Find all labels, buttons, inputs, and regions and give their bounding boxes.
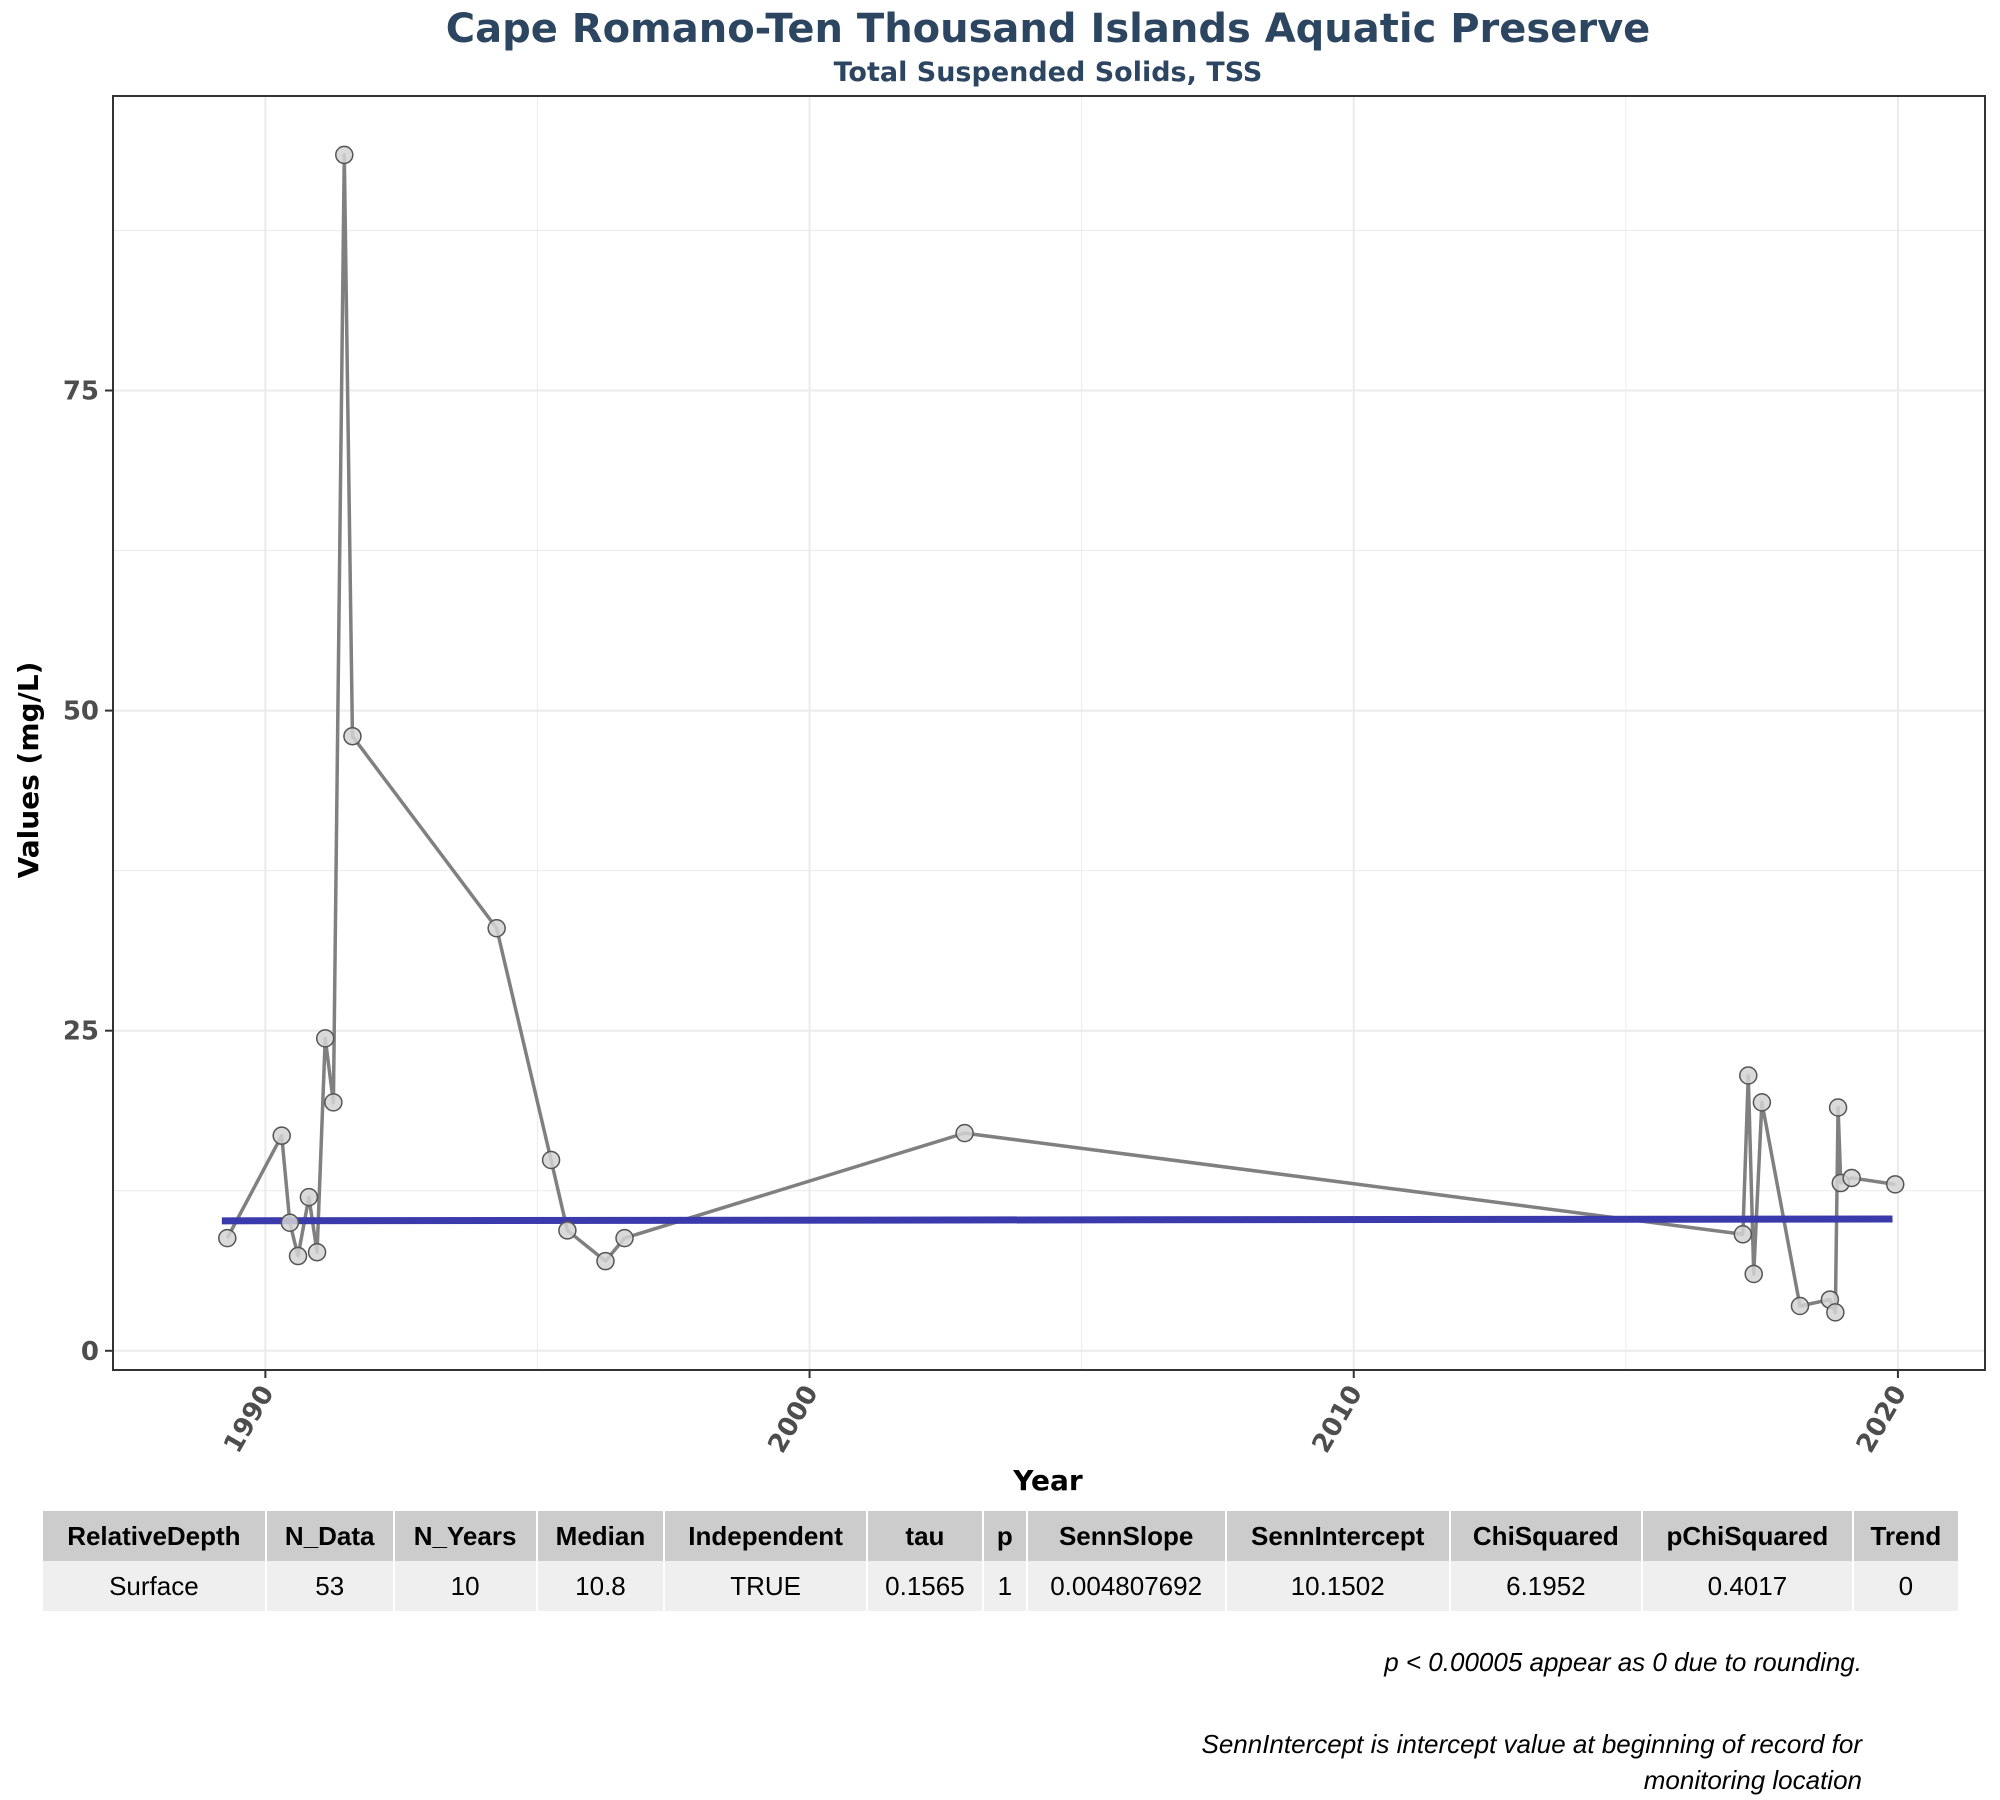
- table-cell: 0: [1852, 1561, 1958, 1611]
- data-point: [335, 145, 354, 165]
- table-header-cell: tau: [866, 1511, 985, 1561]
- x-tick-label: 2000: [762, 1381, 824, 1459]
- table-cell: Surface: [43, 1561, 267, 1611]
- data-point: [487, 919, 506, 938]
- data-point: [1828, 1098, 1848, 1117]
- table-header-cell: p: [983, 1511, 1028, 1561]
- data-point: [541, 1150, 561, 1170]
- table-header-cell: SennSlope: [1026, 1511, 1227, 1561]
- data-point: [343, 726, 362, 746]
- chart-subtitle: Total Suspended Solids, TSS: [834, 57, 1263, 88]
- x-axis: 1990 2000 2010 2020: [218, 1370, 1913, 1458]
- x-tick-label: 2010: [1307, 1381, 1369, 1459]
- table-row: Surface 53 10 10.8 TRUE 0.1565 1 0.004807692 10.…: [43, 1561, 1958, 1611]
- data-point: [315, 1029, 335, 1048]
- table-body: Surface 53 10 10.8 TRUE 0.1565 1 0.004807692 10.…: [43, 1561, 1958, 1611]
- data-point: [1752, 1093, 1772, 1112]
- y-tick-label: 50: [63, 697, 99, 727]
- series-line: [225, 153, 1896, 1315]
- table-header-cell: pChiSquared: [1642, 1511, 1854, 1561]
- table-header-cell: Median: [536, 1511, 666, 1561]
- intercept-note: SennIntercept is intercept value at begi…: [1201, 1729, 1862, 1795]
- data-point: [1790, 1296, 1810, 1316]
- grid: [113, 96, 1985, 1370]
- trend-layer: [221, 1215, 1893, 1225]
- data-point: [596, 1251, 615, 1271]
- data-point: [558, 1221, 577, 1240]
- table-cell: 10.8: [536, 1561, 666, 1611]
- table-cell: 1: [983, 1561, 1028, 1611]
- chart-title: Cape Romano-Ten Thousand Islands Aquatic…: [446, 6, 1651, 52]
- data-point: [299, 1187, 319, 1207]
- data-point: [1826, 1303, 1845, 1322]
- table-header-cell: N_Years: [393, 1511, 538, 1561]
- x-tick-label: 1990: [218, 1381, 280, 1459]
- x-tick-label: 2020: [1851, 1381, 1913, 1459]
- data-point: [324, 1093, 343, 1112]
- data-point: [272, 1126, 291, 1145]
- table-header-cell: SennIntercept: [1225, 1511, 1451, 1561]
- data-point: [1842, 1168, 1861, 1188]
- x-axis-title: Year: [1012, 1464, 1083, 1497]
- table-cell: 0.1565: [866, 1561, 985, 1611]
- table-header-cell: Trend: [1852, 1511, 1958, 1561]
- data-point: [288, 1246, 308, 1266]
- series-layer: [225, 153, 1896, 1315]
- y-tick-label: 75: [63, 376, 99, 406]
- data-point: [1739, 1066, 1758, 1085]
- trend-line: [221, 1215, 1893, 1225]
- table-cell: 10: [393, 1561, 538, 1611]
- table-cell: 53: [265, 1561, 395, 1611]
- stats-table: RelativeDepth N_Data N_Years Median Independ…: [43, 1511, 1958, 1611]
- table-header-cell: ChiSquared: [1449, 1511, 1644, 1561]
- data-point: [280, 1213, 300, 1233]
- data-point: [615, 1228, 634, 1248]
- data-point: [1733, 1225, 1753, 1244]
- y-axis-title: Values (mg/L): [12, 662, 45, 879]
- chart: Cape Romano-Ten Thousand Islands Aquatic…: [12, 6, 1986, 1497]
- rounding-note: p < 0.00005 appear as 0 due to rounding.: [1384, 1647, 1862, 1677]
- y-tick-label: 25: [63, 1017, 99, 1047]
- y-tick-label: 0: [81, 1337, 99, 1367]
- plot-panel: [112, 95, 1986, 1371]
- table-cell: TRUE: [664, 1561, 868, 1611]
- table-cell: 10.1502: [1225, 1561, 1451, 1611]
- points-layer: [218, 145, 1905, 1322]
- table-header-cell: Independent: [664, 1511, 868, 1561]
- table-cell: 0.4017: [1642, 1561, 1854, 1611]
- table-header-cell: N_Data: [265, 1511, 395, 1561]
- data-point: [218, 1228, 237, 1248]
- table-header-cell: RelativeDepth: [43, 1511, 267, 1561]
- data-point: [1744, 1264, 1763, 1284]
- data-point: [307, 1242, 327, 1262]
- table-cell: 6.1952: [1449, 1561, 1644, 1611]
- data-point: [1885, 1175, 1905, 1194]
- table-header-row: RelativeDepth N_Data N_Years Median Independ…: [43, 1511, 1958, 1561]
- y-axis: 0 25 50 75: [63, 376, 113, 1367]
- data-point: [955, 1123, 974, 1143]
- table-cell: 0.004807692: [1026, 1561, 1227, 1611]
